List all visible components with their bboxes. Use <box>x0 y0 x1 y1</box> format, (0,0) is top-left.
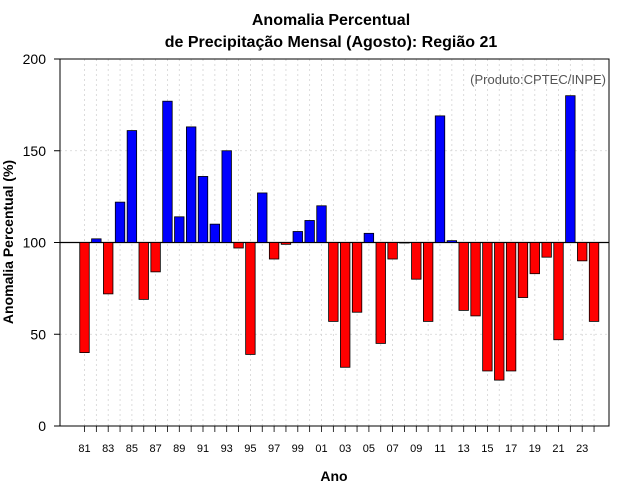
y-axis-title: Anomalia Percentual (%) <box>0 160 16 324</box>
chart-subtitle: de Precipitação Mensal (Agosto): Região … <box>165 34 498 51</box>
x-tick-label: 23 <box>576 443 588 455</box>
x-tick-label: 21 <box>552 443 564 455</box>
bar-2007 <box>387 242 398 260</box>
x-tick-label: 83 <box>102 443 114 455</box>
x-tick-label: 81 <box>78 443 90 455</box>
bar-2022 <box>565 95 576 243</box>
y-tick-label: 50 <box>30 326 46 342</box>
bar-2012 <box>446 240 458 243</box>
bar-2019 <box>529 242 540 275</box>
bar-2005 <box>363 232 375 243</box>
x-tick-label: 91 <box>197 443 209 455</box>
y-axis: 0 50 100 150 200 <box>23 51 60 434</box>
bar-2003 <box>340 242 351 368</box>
bar-1992 <box>209 223 221 243</box>
bar-1996 <box>257 192 268 243</box>
bar-1983 <box>103 242 114 295</box>
x-tick-label: 15 <box>481 443 493 455</box>
x-tick-label: 13 <box>458 443 470 455</box>
x-tick-label: 85 <box>126 443 138 455</box>
bar-1989 <box>174 216 185 243</box>
y-tick-label: 150 <box>23 143 47 159</box>
x-tick-label: 01 <box>315 443 327 455</box>
x-tick-label: 87 <box>149 443 161 455</box>
bar-1993 <box>221 150 232 243</box>
bar-1981 <box>79 242 90 353</box>
y-tick-label: 100 <box>23 235 47 251</box>
bar-2001 <box>316 205 327 243</box>
grid-lines <box>60 58 609 427</box>
bar-2000 <box>304 220 315 243</box>
x-axis: 81 83 85 87 89 91 93 95 97 99 01 03 05 07 09 11 13 15 17 19… <box>78 426 595 455</box>
bar-series <box>79 95 600 381</box>
x-tick-label: 89 <box>173 443 185 455</box>
bar-2018 <box>517 242 529 298</box>
bar-2010 <box>422 242 434 322</box>
x-tick-label: 07 <box>386 443 398 455</box>
x-tick-label: 17 <box>505 443 517 455</box>
x-tick-label: 11 <box>434 443 445 455</box>
x-tick-label: 99 <box>292 443 304 455</box>
y-tick-label: 200 <box>23 51 47 67</box>
bar-2016 <box>494 242 505 381</box>
bar-1990 <box>185 126 197 243</box>
chart-title: Anomalia Percentual <box>252 12 410 29</box>
bar-1986 <box>138 242 149 300</box>
bar-2013 <box>458 242 469 311</box>
bar-2006 <box>375 242 386 344</box>
bar-2020 <box>541 242 552 258</box>
x-axis-title: Ano <box>320 468 347 484</box>
bar-2021 <box>553 242 564 341</box>
bar-2011 <box>434 115 446 243</box>
bar-2004 <box>351 242 363 313</box>
bar-1982 <box>91 238 102 243</box>
bar-2002 <box>328 242 339 322</box>
x-tick-label: 97 <box>268 443 280 455</box>
bar-2009 <box>411 242 422 280</box>
bar-1997 <box>268 242 280 260</box>
bar-1994 <box>233 242 244 249</box>
y-tick-label: 0 <box>38 418 46 434</box>
bar-1985 <box>126 130 138 243</box>
bar-1991 <box>197 176 209 243</box>
bar-2023 <box>577 242 588 262</box>
x-tick-label: 09 <box>410 443 422 455</box>
credit-label: (Produto:CPTEC/INPE) <box>470 72 606 87</box>
x-tick-label: 03 <box>339 443 351 455</box>
bar-2008 <box>399 242 410 244</box>
bar-43 <box>588 242 600 322</box>
x-tick-label: 05 <box>363 443 375 455</box>
bar-2017 <box>505 242 517 372</box>
x-tick-label: 95 <box>244 443 256 455</box>
bar-1988 <box>162 100 173 243</box>
bar-2014 <box>470 242 481 317</box>
x-tick-label: 19 <box>529 443 541 455</box>
bar-2015 <box>482 242 493 372</box>
bar-1987 <box>150 242 161 273</box>
bar-1995 <box>245 242 256 355</box>
bar-1998 <box>280 242 292 245</box>
bar-1999 <box>292 231 303 243</box>
x-tick-label: 93 <box>221 443 233 455</box>
bar-1984 <box>114 201 126 243</box>
